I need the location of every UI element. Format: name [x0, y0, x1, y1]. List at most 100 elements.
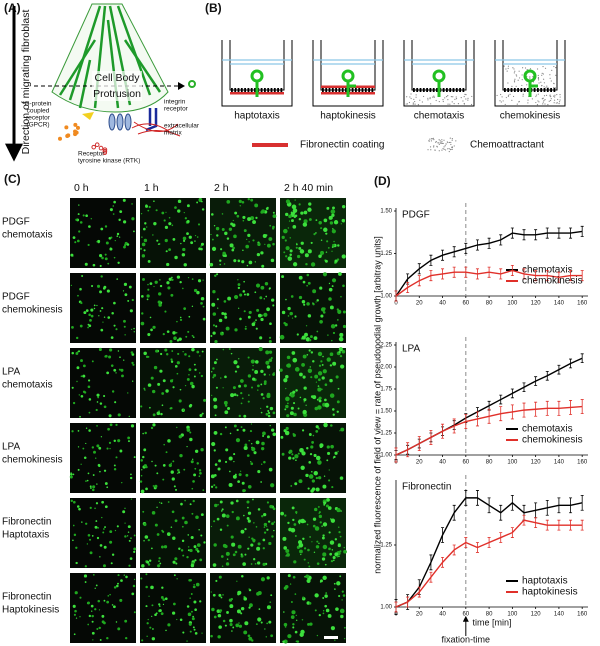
cell-spot	[162, 598, 166, 601]
cell-spot	[172, 386, 175, 389]
cell-spot	[151, 615, 153, 617]
cell-spot	[279, 334, 285, 340]
cell-spot	[313, 551, 316, 554]
cell-spot	[308, 202, 312, 206]
cell-spot	[324, 398, 327, 402]
cell-spot	[162, 379, 166, 383]
ligand	[75, 125, 80, 130]
cell-spot	[293, 412, 297, 417]
cell-spot	[290, 295, 294, 298]
cell-spot	[159, 605, 161, 607]
cell-spot	[72, 604, 76, 608]
membrane	[436, 88, 438, 92]
cell-spot	[340, 364, 345, 369]
cell-spot	[322, 612, 325, 615]
cell-spot	[170, 293, 174, 297]
cell-spot	[196, 201, 199, 204]
cell-spot	[296, 254, 301, 259]
cell-spot	[287, 521, 290, 525]
cell-spot	[247, 315, 251, 319]
membrane	[267, 88, 270, 92]
cell-spot	[316, 330, 319, 333]
cell-spot	[286, 552, 290, 557]
chemoattractant	[463, 95, 465, 98]
cell-spot	[191, 347, 195, 352]
chemoattractant	[507, 82, 509, 84]
cell-spot	[133, 578, 136, 581]
cell-spot	[223, 312, 227, 316]
cell-spot	[156, 506, 158, 509]
cell-spot	[92, 263, 96, 267]
cell-spot	[72, 539, 74, 542]
chemoattractant	[502, 100, 504, 102]
chemoattractant	[517, 79, 519, 81]
cell-spot	[79, 221, 83, 224]
cell-spot	[330, 559, 334, 563]
cell-spot	[237, 480, 241, 484]
cell-spot	[252, 220, 256, 224]
cell-spot	[262, 431, 266, 436]
cell-spot	[245, 244, 250, 249]
cell-spot	[211, 238, 214, 241]
cell-spot	[233, 360, 238, 365]
chemoattractant	[506, 70, 508, 72]
cell-spot	[292, 626, 295, 629]
cell-spot	[251, 442, 253, 445]
cell-spot	[289, 583, 292, 585]
cell-spot	[80, 375, 83, 378]
cell-spot	[273, 372, 275, 374]
cell-spot	[243, 630, 248, 635]
cell-spot	[200, 448, 204, 452]
label: 120	[531, 460, 542, 466]
cell-spot	[122, 510, 126, 514]
cell-spot	[315, 595, 317, 597]
chemoattractant	[415, 94, 417, 96]
cell-spot	[96, 628, 99, 631]
cell-spot	[234, 550, 238, 554]
chemoattractant	[521, 74, 523, 76]
chemoattractant	[532, 75, 534, 78]
cell-spot	[235, 438, 241, 443]
cell-spot	[172, 237, 176, 241]
cell-spot	[269, 424, 271, 427]
label: 80	[486, 460, 493, 466]
cell-spot	[310, 262, 316, 267]
cell-spot	[151, 604, 154, 607]
cell-spot	[90, 284, 94, 288]
membrane	[341, 88, 344, 92]
cell-spot	[247, 519, 251, 523]
cell-spot	[176, 320, 178, 323]
micrograph	[70, 348, 136, 418]
legend-chemo	[433, 139, 435, 141]
cell-spot	[113, 200, 116, 204]
cell-spot	[292, 262, 298, 267]
cell-spot	[314, 507, 318, 512]
cell-spot	[267, 411, 271, 415]
cell-spot	[267, 414, 271, 418]
cell-spot	[321, 376, 325, 380]
cell-spot	[247, 547, 250, 550]
cell-spot	[322, 552, 327, 557]
cell-spot	[174, 519, 178, 523]
cell-spot	[87, 534, 91, 537]
label: 60	[462, 460, 469, 466]
cell-spot	[114, 529, 117, 532]
cell-spot	[300, 465, 305, 470]
cell-spot	[186, 446, 188, 448]
cell-spot	[194, 234, 197, 237]
cell-spot	[243, 384, 247, 388]
cell-spot	[140, 489, 145, 494]
cell-spot	[109, 247, 112, 249]
cell-spot	[102, 564, 106, 568]
cell-spot	[139, 480, 143, 483]
membrane	[520, 88, 523, 92]
cell-spot	[215, 579, 218, 583]
membrane	[270, 88, 273, 92]
cell-spot	[170, 462, 173, 465]
cell-spot	[194, 632, 198, 635]
label: chemokinesis	[500, 111, 561, 122]
cell-spot	[131, 298, 134, 302]
cell-spot	[95, 520, 98, 522]
micrograph-glow	[210, 198, 276, 268]
cell-spot	[178, 337, 182, 341]
